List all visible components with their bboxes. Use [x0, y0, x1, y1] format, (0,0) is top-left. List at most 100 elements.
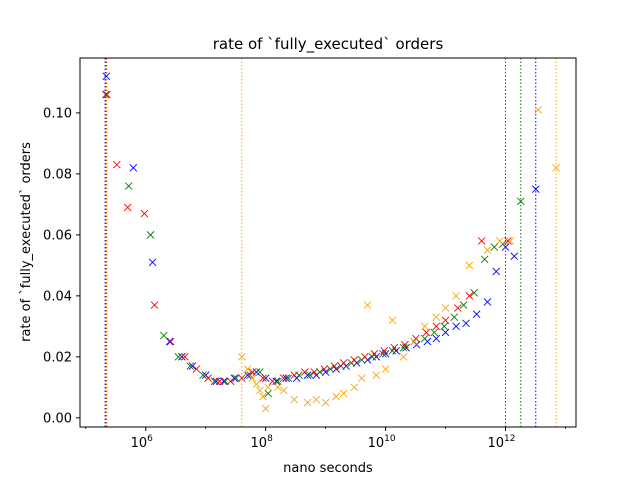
data-point — [215, 377, 224, 386]
marker-stroke — [188, 362, 197, 370]
data-point — [432, 322, 441, 331]
marker-stroke — [303, 398, 312, 407]
data-point — [306, 371, 314, 379]
marker-stroke — [102, 72, 111, 81]
data-point — [390, 343, 399, 352]
data-point — [552, 163, 560, 172]
marker-stroke — [483, 246, 492, 254]
marker-stroke — [399, 353, 408, 361]
y-tick-label: 0.10 — [43, 106, 72, 121]
marker-stroke — [516, 197, 525, 206]
marker-stroke — [146, 231, 155, 239]
data-point — [237, 374, 246, 383]
marker-stroke — [230, 374, 239, 383]
y-tick-label: 0.06 — [43, 228, 72, 243]
data-point — [178, 353, 186, 361]
data-point — [462, 319, 470, 328]
data-point — [188, 362, 197, 370]
marker-stroke — [315, 368, 324, 376]
data-point — [477, 237, 486, 245]
marker-stroke — [165, 337, 174, 346]
data-point — [312, 395, 321, 404]
marker-stroke — [166, 337, 175, 346]
data-point — [326, 365, 335, 373]
marker-stroke — [381, 349, 390, 358]
data-point — [490, 243, 499, 251]
data-point — [459, 301, 468, 309]
marker-stroke — [440, 322, 449, 331]
marker-stroke — [452, 322, 460, 331]
marker-stroke — [290, 371, 299, 379]
data-point — [422, 328, 431, 337]
data-point — [380, 346, 389, 355]
marker-stroke — [441, 316, 450, 325]
marker-stroke — [237, 353, 246, 361]
data-point — [219, 377, 228, 386]
marker-stroke — [321, 368, 330, 376]
marker-stroke — [483, 298, 492, 306]
marker-stroke — [148, 258, 157, 267]
marker-stroke — [248, 374, 257, 383]
data-point — [140, 209, 149, 218]
data-point — [272, 377, 281, 386]
marker-stroke — [462, 319, 470, 328]
marker-stroke — [259, 374, 267, 383]
data-point — [381, 365, 390, 373]
marker-stroke — [472, 310, 481, 318]
marker-stroke — [103, 90, 111, 99]
marker-stroke — [259, 392, 267, 401]
marker-stroke — [363, 301, 372, 309]
marker-stroke — [552, 163, 560, 172]
data-point — [237, 353, 246, 361]
marker-stroke — [226, 377, 235, 386]
marker-stroke — [221, 377, 229, 386]
marker-stroke — [192, 365, 201, 373]
data-point — [510, 252, 519, 261]
marker-stroke — [450, 313, 459, 322]
data-point — [360, 353, 369, 361]
ticks: 0.00 0.02 0.04 0.06 0.08 0.10 106 108 1010 1012 — [43, 106, 566, 451]
data-point — [388, 316, 397, 325]
marker-stroke — [370, 349, 379, 358]
data-point — [303, 398, 312, 407]
data-point — [150, 301, 159, 309]
chart-title: rate of `fully_executed` orders — [213, 35, 444, 54]
data-point — [321, 398, 330, 407]
marker-stroke — [432, 334, 441, 343]
marker-stroke — [123, 203, 132, 212]
marker-stroke — [264, 389, 272, 398]
data-point — [452, 322, 460, 331]
data-point — [483, 298, 492, 306]
data-point — [465, 261, 474, 270]
marker-stroke — [113, 160, 121, 169]
marker-stroke — [178, 353, 186, 361]
marker-stroke — [477, 237, 486, 245]
data-point — [181, 353, 189, 361]
data-point — [274, 383, 282, 392]
marker-stroke — [432, 322, 441, 331]
data-point — [123, 203, 132, 212]
marker-stroke — [243, 371, 252, 379]
marker-stroke — [441, 328, 450, 337]
data-point — [472, 310, 481, 318]
plot-area — [101, 58, 560, 427]
marker-stroke — [181, 353, 189, 361]
data-point — [282, 374, 291, 383]
data-point — [332, 392, 341, 401]
data-point — [212, 377, 221, 386]
data-point — [256, 368, 264, 376]
marker-stroke — [261, 374, 270, 383]
marker-stroke — [350, 383, 359, 392]
data-point — [339, 389, 348, 398]
data-point — [102, 72, 111, 81]
marker-stroke — [232, 374, 240, 383]
data-point — [248, 374, 257, 383]
marker-stroke — [531, 185, 540, 193]
marker-stroke — [492, 267, 501, 276]
y-tick-label: 0.08 — [43, 167, 72, 182]
data-point — [399, 353, 408, 361]
data-point — [339, 359, 348, 367]
marker-stroke — [357, 374, 366, 383]
data-point — [516, 197, 525, 206]
